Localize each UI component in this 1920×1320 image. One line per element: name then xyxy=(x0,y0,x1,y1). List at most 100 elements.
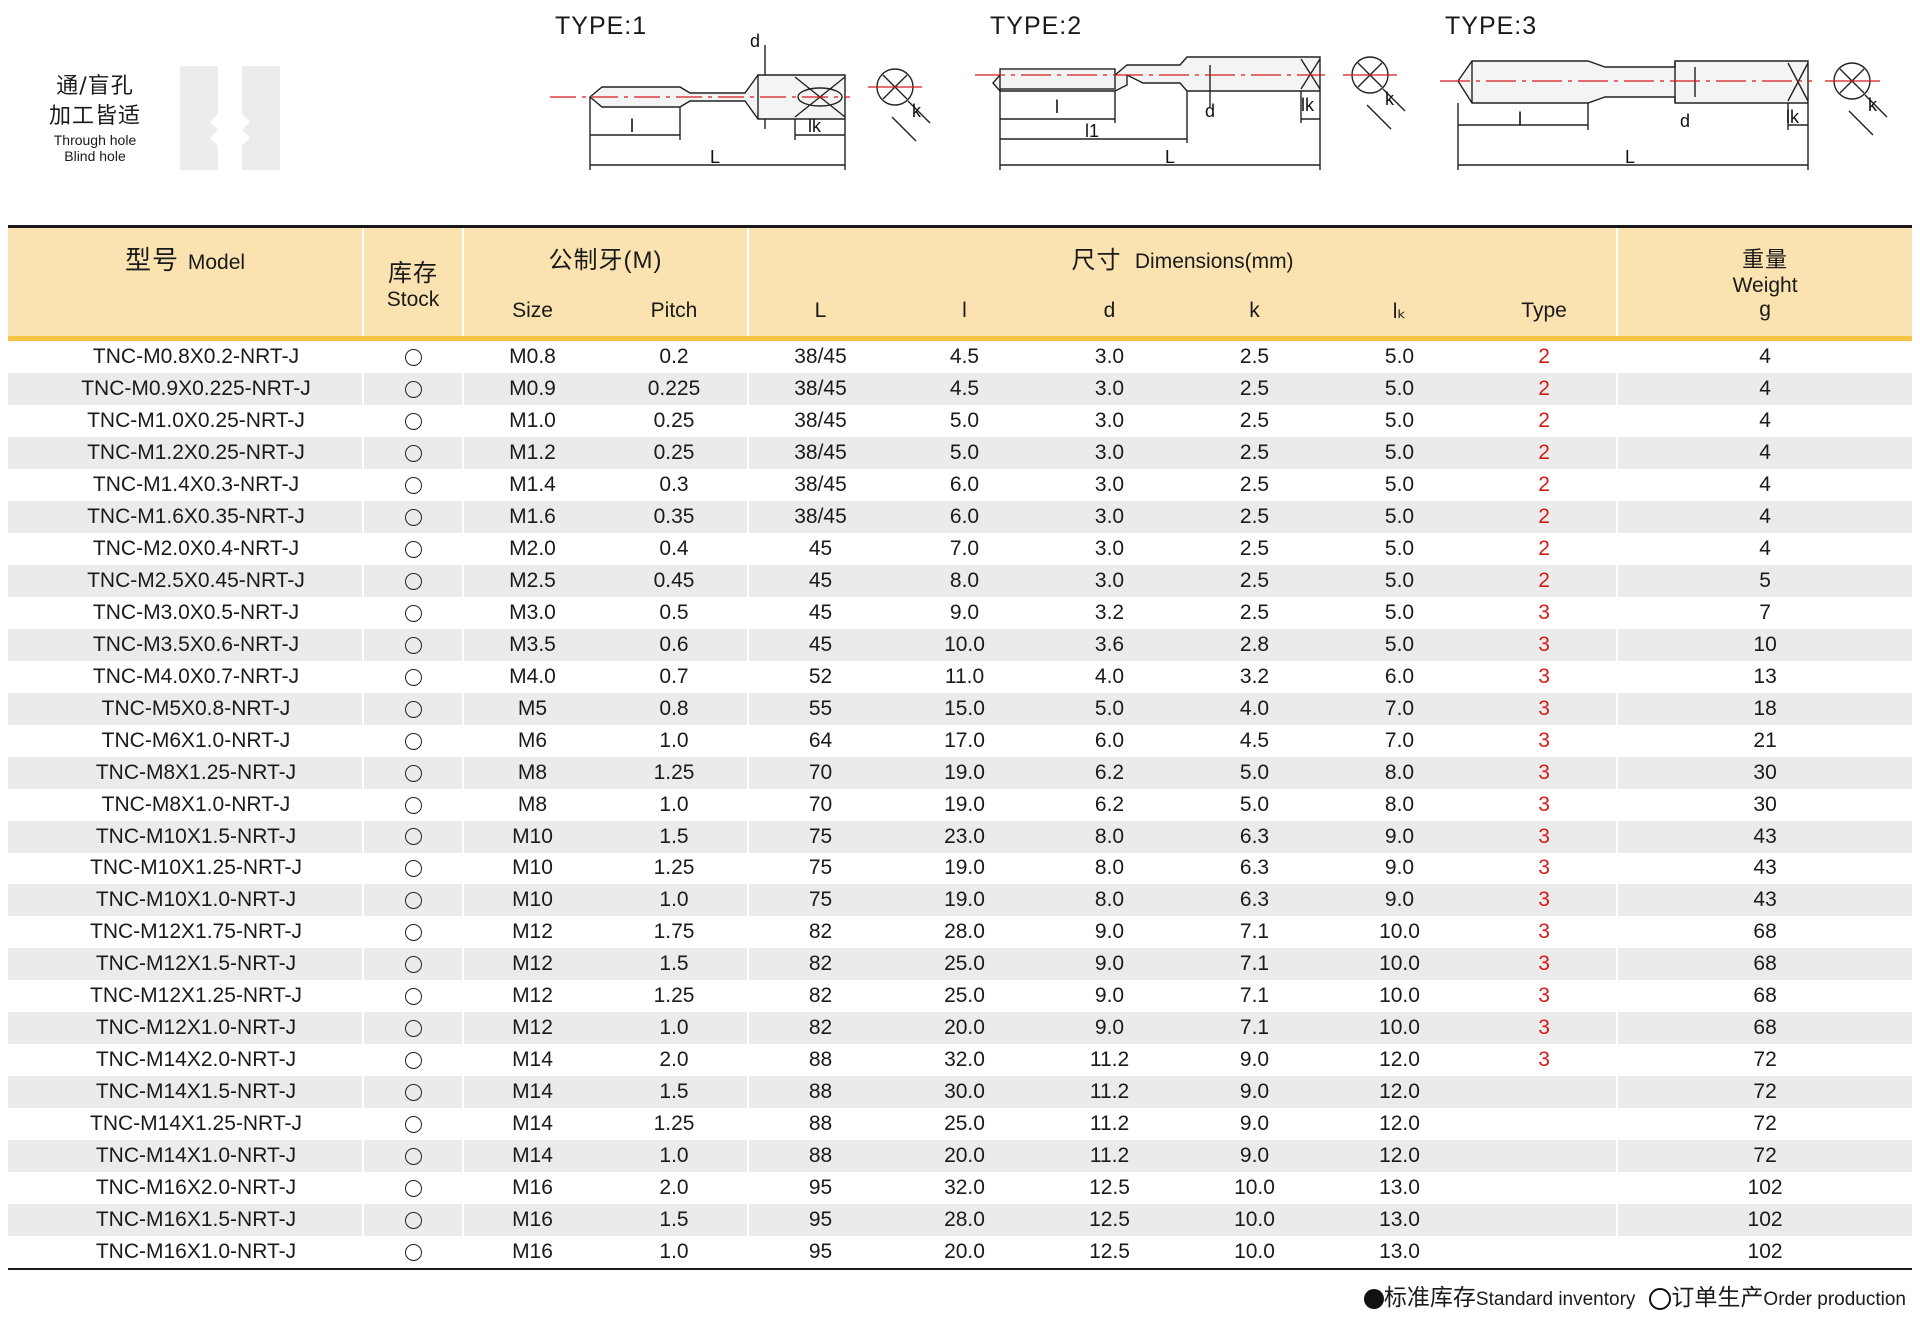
table-row: TNC-M2.5X0.45-NRT-J M2.5 0.45 45 8.0 3.0 2.5 5.… xyxy=(8,564,1913,597)
table-row: TNC-M0.9X0.225-NRT-J M0.9 0.225 38/45 4.5 3.0… xyxy=(8,372,1913,405)
cell-size: M2.0 xyxy=(462,532,601,565)
type1-d-label: d xyxy=(750,31,760,51)
cell-L: 88 xyxy=(747,1044,893,1077)
header-stock-en: Stock xyxy=(386,287,440,311)
hole-cn-line1: 通/盲孔 xyxy=(56,74,134,99)
cell-L: 64 xyxy=(747,724,893,757)
cell-weight: 72 xyxy=(1616,1108,1913,1141)
cell-weight: 102 xyxy=(1616,1172,1913,1205)
cell-type: 3 xyxy=(1472,1012,1618,1045)
cell-weight: 43 xyxy=(1616,820,1913,853)
cell-d: 3.0 xyxy=(1037,500,1183,533)
cell-d: 9.0 xyxy=(1094,984,1125,1008)
open-circle-icon xyxy=(404,444,422,462)
cell-k: 9.0 xyxy=(1239,1048,1270,1072)
cell-model: TNC-M12X1.5-NRT-J xyxy=(8,948,363,981)
cell-k: 7.1 xyxy=(1239,920,1270,944)
table-row: TNC-M16X1.0-NRT-J M16 1.0 95 20.0 12.5 10.0 13.… xyxy=(8,1236,1913,1271)
cell-size: M0.9 xyxy=(462,372,601,405)
cell-lk: 12.0 xyxy=(1327,1076,1473,1109)
cell-pitch: 0.25 xyxy=(653,408,695,432)
cell-l: 30.0 xyxy=(892,1076,1038,1109)
cell-weight: 21 xyxy=(1616,724,1913,757)
cell-size: M3.5 xyxy=(462,628,601,661)
cell-weight: 10 xyxy=(1616,628,1913,661)
cell-k: 2.5 xyxy=(1182,372,1328,405)
cell-k: 7.1 xyxy=(1182,1012,1328,1045)
cell-l: 23.0 xyxy=(892,820,1038,853)
table-row: TNC-M8X1.0-NRT-J M8 1.0 70 19.0 6.2 5.0 8.0 3 30 xyxy=(8,788,1913,821)
cell-stock xyxy=(362,916,463,949)
cell-d: 12.5 xyxy=(1037,1236,1183,1271)
cell-stock xyxy=(362,852,463,885)
cell-l: 20.0 xyxy=(892,1012,1038,1045)
table-row: TNC-M10X1.25-NRT-J M10 1.25 75 19.0 8.0 6.3 9.0… xyxy=(8,852,1913,885)
cell-weight: 68 xyxy=(1616,1012,1913,1045)
cell-k: 5.0 xyxy=(1182,756,1328,789)
cell-type xyxy=(1472,1172,1617,1204)
cell-stock xyxy=(362,1012,463,1045)
cell-L: 45 xyxy=(747,628,893,661)
hole-en-line2: Blind hole xyxy=(64,148,126,164)
legend-standard-en: Standard inventory xyxy=(1475,1289,1636,1310)
table-row: TNC-M1.0X0.25-NRT-J M1.0 0.25 38/45 5.0 3.0 2.… xyxy=(8,404,1913,437)
cell-type: 3 xyxy=(1538,792,1550,816)
cell-size: M14 xyxy=(462,1140,601,1173)
cell-lk: 5.0 xyxy=(1384,600,1415,624)
cell-lk: 13.0 xyxy=(1327,1236,1473,1271)
cell-L: 95 xyxy=(747,1236,893,1271)
cell-lk: 9.0 xyxy=(1384,856,1415,880)
cell-stock xyxy=(362,404,463,437)
cell-stock xyxy=(362,372,463,405)
cell-k: 10.0 xyxy=(1234,1176,1275,1200)
cell-d: 9.0 xyxy=(1094,920,1125,944)
cell-l: 32.0 xyxy=(944,1048,985,1072)
cell-L: 75 xyxy=(747,884,893,917)
type1-l-label: l xyxy=(630,116,634,136)
cell-lk: 5.0 xyxy=(1384,344,1415,368)
header-model-cn: 型号 xyxy=(124,245,179,275)
cell-size: M12 xyxy=(462,1012,601,1045)
cell-d: 8.0 xyxy=(1037,884,1183,917)
cell-model: TNC-M12X1.25-NRT-J xyxy=(90,984,302,1008)
cell-l: 7.0 xyxy=(949,536,980,560)
cell-k: 2.5 xyxy=(1239,344,1270,368)
open-circle-icon xyxy=(404,924,422,942)
cell-stock xyxy=(362,1236,463,1271)
cell-d: 8.0 xyxy=(1094,856,1125,880)
table-row: TNC-M4.0X0.7-NRT-J M4.0 0.7 52 11.0 4.0 3.2 6.0… xyxy=(8,660,1913,693)
hole-cn-line2: 加工皆适 xyxy=(48,104,141,129)
type3-k-label: k xyxy=(1868,95,1878,115)
cell-L: 38/45 xyxy=(747,404,893,437)
cell-weight: 4 xyxy=(1616,436,1913,469)
header-size: Size xyxy=(462,286,601,341)
type3-lk-label: lk xyxy=(1786,107,1800,127)
cell-d: 9.0 xyxy=(1037,1012,1183,1045)
cell-type: 2 xyxy=(1472,436,1618,469)
cell-k: 10.0 xyxy=(1182,1236,1328,1271)
cell-stock xyxy=(362,980,463,1013)
cell-weight: 68 xyxy=(1616,948,1913,981)
cell-stock xyxy=(362,692,463,725)
open-circle-icon xyxy=(404,668,422,686)
cell-l: 20.0 xyxy=(892,1236,1038,1271)
table-row: TNC-M12X1.5-NRT-J M12 1.5 82 25.0 9.0 7.1 10.0 3… xyxy=(8,948,1913,981)
cell-k: 9.0 xyxy=(1239,1112,1270,1136)
cell-size: M10 xyxy=(462,884,601,917)
cell-L: 75 xyxy=(747,820,893,853)
open-circle-icon xyxy=(404,540,422,558)
cell-type xyxy=(1472,1204,1618,1237)
cell-type: 2 xyxy=(1472,500,1618,533)
cell-type xyxy=(1472,1076,1618,1109)
cell-size: M0.8 xyxy=(462,338,601,373)
cell-lk: 10.0 xyxy=(1379,920,1420,944)
type2-k-label: k xyxy=(1385,89,1395,109)
type2-label: TYPE:2 xyxy=(990,12,1083,40)
cell-weight: 4 xyxy=(1616,372,1913,405)
open-circle-icon xyxy=(404,732,422,750)
cell-lk: 5.0 xyxy=(1327,628,1473,661)
cell-model: TNC-M10X1.25-NRT-J xyxy=(90,856,302,880)
cell-size: M10 xyxy=(462,820,601,853)
open-circle-icon xyxy=(404,1180,422,1198)
cell-weight: 72 xyxy=(1616,1044,1913,1077)
